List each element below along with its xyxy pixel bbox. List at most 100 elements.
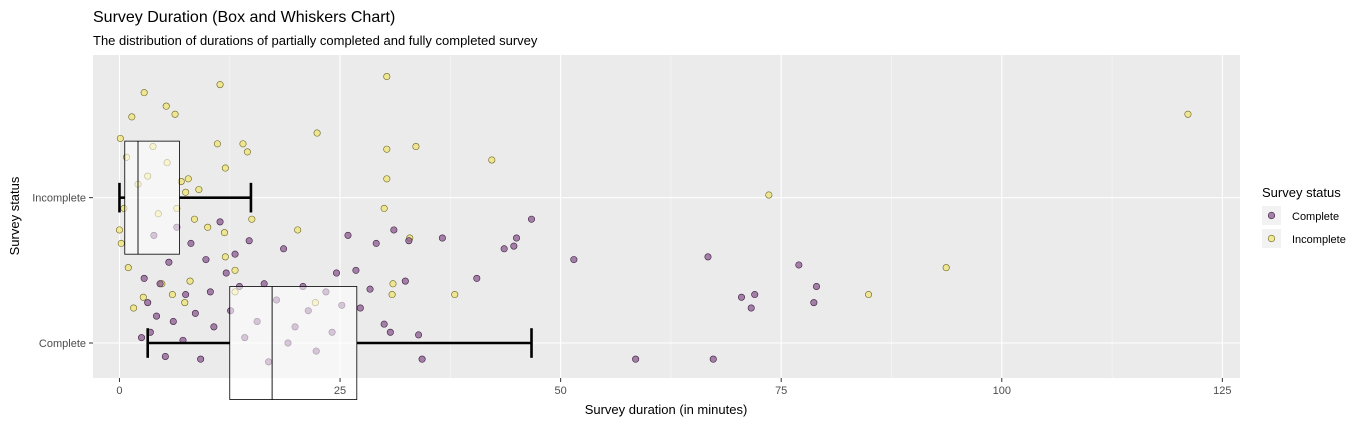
legend-key-incomplete [1267,234,1276,243]
data-point [737,293,745,301]
data-point [356,304,364,312]
data-point [220,229,228,237]
data-point [171,110,179,118]
data-point [510,242,518,250]
data-point [380,320,388,328]
data-point [221,164,229,172]
data-point [140,89,148,97]
data-point [139,293,147,301]
x-axis-title: Survey duration (in minutes) [585,402,748,417]
data-point [383,73,391,81]
data-point [765,191,773,199]
chart-subtitle: The distribution of durations of partial… [93,33,538,48]
data-point [161,352,169,360]
data-point [181,299,189,307]
data-point [709,355,717,363]
data-point [747,304,755,312]
data-point [865,291,873,299]
data-point [210,323,218,331]
boxplots [118,140,533,400]
data-point [169,317,177,325]
box [229,286,358,400]
data-point [812,282,820,290]
data-point [401,277,409,285]
data-point [165,258,173,266]
data-point [186,277,194,285]
data-point [405,237,413,245]
data-point [513,234,521,242]
data-point [366,285,374,293]
data-point [570,256,578,264]
data-point [239,140,247,148]
data-point [248,215,256,223]
data-point [153,312,161,320]
data-point [187,239,195,247]
data-point [190,215,198,223]
data-point [195,186,203,194]
x-tick-label: 25 [334,385,346,397]
data-point [942,264,950,272]
data-point [372,239,380,247]
data-point [344,231,352,239]
data-point [245,237,253,245]
data-point [352,266,360,274]
data-point [144,299,152,307]
data-point [280,245,288,253]
data-point [383,175,391,183]
data-point [182,291,190,299]
box [124,140,180,255]
data-point [243,148,251,156]
data-point [168,291,176,299]
data-point [451,291,459,299]
data-point [386,328,394,336]
data-point [116,134,124,142]
x-tick-label: 75 [775,385,787,397]
data-point [488,156,496,164]
data-point [389,280,397,288]
data-point [197,355,205,363]
data-point [213,140,221,148]
data-point [128,113,136,121]
data-point [191,309,199,317]
data-point [156,280,164,288]
y-tick-label: Complete [39,338,86,350]
y-axis: Incomplete Complete [32,193,93,350]
data-point [810,299,818,307]
data-point [473,274,481,282]
data-point [795,261,803,269]
data-point [388,291,396,299]
data-point [182,188,190,196]
legend-key-complete [1267,211,1276,220]
data-point [130,304,138,312]
data-point [162,102,170,110]
data-point [333,269,341,277]
data-point [632,355,640,363]
data-point [1184,110,1192,118]
data-point [140,274,148,282]
data-point [216,81,224,89]
data-point [415,331,423,339]
data-point [202,256,210,264]
legend: Survey status Complete Incomplete [1262,185,1346,248]
data-point [751,291,759,299]
data-point [231,250,239,258]
y-axis-title: Survey status [7,176,22,255]
legend-label-complete: Complete [1292,211,1339,223]
data-point [231,266,239,274]
data-point [704,253,712,261]
data-point [117,239,125,247]
x-tick-label: 50 [554,385,566,397]
y-tick-label: Incomplete [32,193,86,205]
data-point [115,226,123,234]
data-point [222,269,230,277]
data-point [380,204,388,212]
data-point [206,288,214,296]
data-point [418,355,426,363]
data-point [221,253,229,261]
data-point [184,175,192,183]
data-point [528,215,536,223]
chart-title: Survey Duration (Box and Whiskers Chart) [93,9,395,26]
data-point [260,280,268,288]
data-point [204,223,212,231]
x-tick-label: 0 [116,385,122,397]
